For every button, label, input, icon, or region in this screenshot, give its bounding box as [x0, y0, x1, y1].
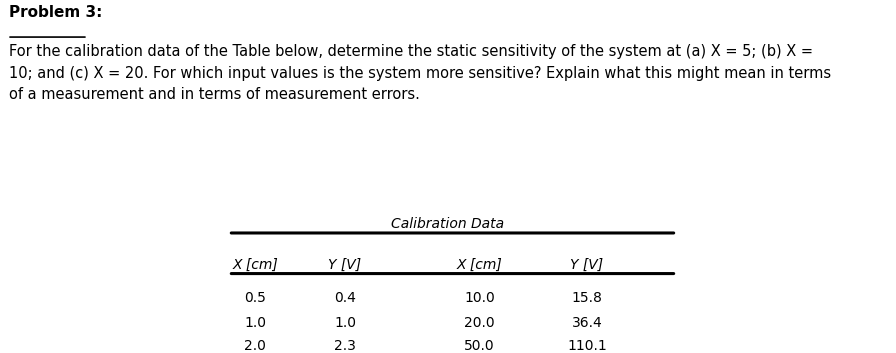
Text: 0.4: 0.4	[334, 291, 356, 305]
Text: 2.3: 2.3	[334, 339, 356, 353]
Text: 0.5: 0.5	[245, 291, 266, 305]
Text: 50.0: 50.0	[464, 339, 495, 353]
Text: 36.4: 36.4	[572, 316, 602, 330]
Text: 15.8: 15.8	[572, 291, 602, 305]
Text: Calibration Data: Calibration Data	[392, 217, 504, 231]
Text: Problem 3:: Problem 3:	[9, 5, 102, 20]
Text: Y [V]: Y [V]	[571, 258, 603, 272]
Text: 10.0: 10.0	[464, 291, 495, 305]
Text: Y [V]: Y [V]	[329, 258, 361, 272]
Text: 1.0: 1.0	[245, 316, 266, 330]
Text: X [cm]: X [cm]	[456, 258, 503, 272]
Text: 20.0: 20.0	[464, 316, 495, 330]
Text: 110.1: 110.1	[567, 339, 607, 353]
Text: 1.0: 1.0	[334, 316, 356, 330]
Text: For the calibration data of the Table below, determine the static sensitivity of: For the calibration data of the Table be…	[9, 44, 831, 102]
Text: X [cm]: X [cm]	[232, 258, 279, 272]
Text: 2.0: 2.0	[245, 339, 266, 353]
